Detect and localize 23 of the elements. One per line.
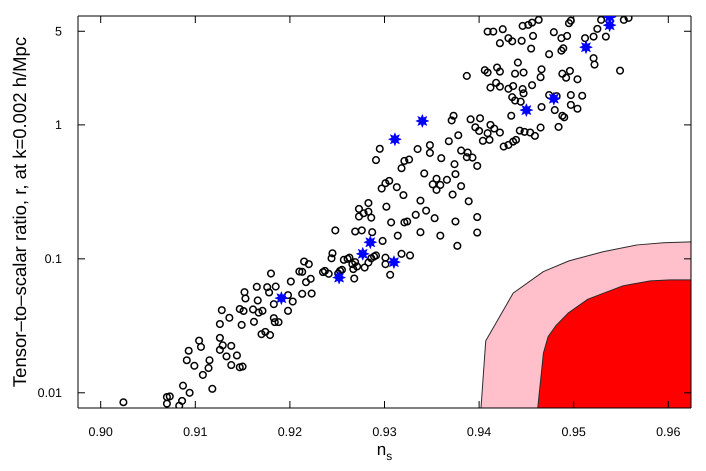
y-tick-label: 1 xyxy=(55,118,62,132)
y-tick-label: 5 xyxy=(55,24,62,38)
point xyxy=(387,255,401,269)
y-axis-title: Tensor–to–scalar ratio, r, at k=0.002 h/Mpc xyxy=(8,36,30,388)
point xyxy=(547,92,561,106)
point xyxy=(356,247,370,261)
x-axis-title: n$_{s}$ xyxy=(376,440,392,463)
point xyxy=(388,132,402,146)
y-tick-label: 0.01 xyxy=(38,386,62,400)
x-tick-label: 0.90 xyxy=(88,425,113,439)
x-tick-label: 0.96 xyxy=(656,425,680,439)
x-tick-label: 0.93 xyxy=(372,425,397,439)
point xyxy=(520,103,534,117)
x-tick-label: 0.95 xyxy=(562,425,586,439)
x-tick-label: 0.92 xyxy=(278,425,302,439)
y-tick-label: 0.1 xyxy=(44,252,62,266)
point xyxy=(364,236,378,249)
point xyxy=(579,40,593,54)
point xyxy=(332,270,346,284)
x-tick-label: 0.94 xyxy=(466,425,492,439)
x-tick-label: 0.91 xyxy=(183,425,208,439)
point xyxy=(274,291,288,305)
point xyxy=(416,114,430,128)
